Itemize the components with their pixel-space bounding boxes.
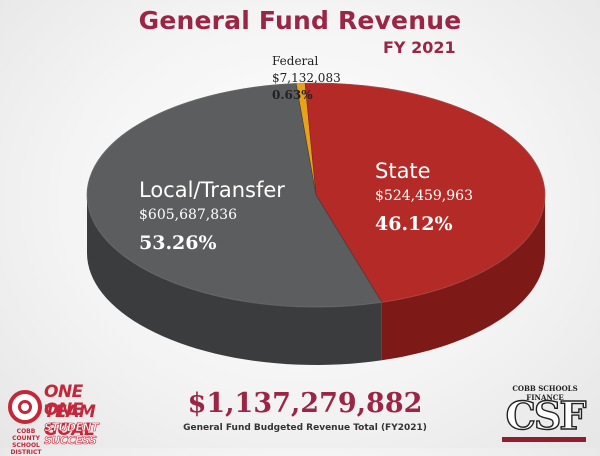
slice-label-local: Local/Transfer $605,687,836 53.26% bbox=[139, 176, 285, 260]
local-name: Local/Transfer bbox=[139, 178, 285, 202]
district-logo: ONE TEAM ONE GOAL STUDENT SUCCESS COBB C… bbox=[6, 382, 126, 456]
slogan-line2: ONE GOAL bbox=[44, 400, 95, 440]
finance-mark: CSF bbox=[505, 393, 587, 438]
local-amount: $605,687,836 bbox=[139, 207, 237, 223]
district-seal-icon bbox=[8, 390, 42, 424]
finance-caption: COBB SCHOOLS FINANCE bbox=[512, 384, 578, 402]
federal-percent: 0.63% bbox=[272, 88, 313, 102]
finance-logo: COBB SCHOOLS FINANCE CSF bbox=[494, 382, 596, 446]
slice-label-state: State $524,459,963 46.12% bbox=[375, 157, 473, 241]
finance-bar bbox=[502, 437, 586, 442]
state-percent: 46.12% bbox=[375, 213, 453, 235]
pie-slice-state bbox=[304, 82, 546, 303]
state-amount: $524,459,963 bbox=[375, 188, 473, 204]
pie-rim bbox=[86, 82, 546, 308]
page-subtitle: FY 2021 bbox=[383, 38, 456, 57]
page-title: General Fund Revenue bbox=[138, 6, 462, 35]
pie-side-state bbox=[381, 195, 545, 361]
slice-label-federal: Federal $7,132,083 0.63% bbox=[272, 53, 341, 104]
state-name: State bbox=[375, 159, 431, 183]
district-name: COBB COUNTY SCHOOL DISTRICT bbox=[10, 428, 42, 456]
federal-name: Federal bbox=[272, 54, 319, 68]
total-label: General Fund Budgeted Revenue Total (FY2… bbox=[183, 423, 427, 433]
local-percent: 53.26% bbox=[139, 232, 217, 254]
pie-depth bbox=[87, 195, 545, 365]
pie-slice-local-transfer bbox=[86, 83, 383, 308]
total-amount: $1,137,279,882 bbox=[187, 388, 423, 419]
slogan-line1: ONE TEAM bbox=[44, 382, 96, 422]
pie-side-local-transfer bbox=[87, 195, 382, 365]
pie-top bbox=[86, 82, 546, 308]
federal-amount: $7,132,083 bbox=[272, 71, 341, 85]
slogan-line3: STUDENT SUCCESS bbox=[44, 421, 99, 448]
